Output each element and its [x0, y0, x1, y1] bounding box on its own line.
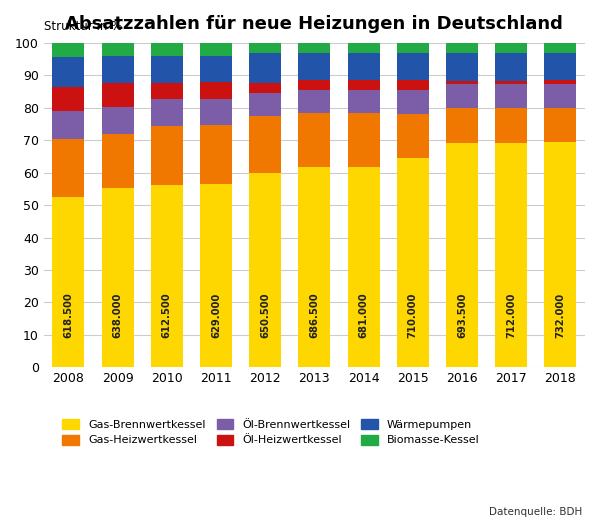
- Bar: [397, 114, 429, 158]
- Bar: [446, 53, 478, 81]
- Bar: [249, 53, 281, 83]
- Bar: [101, 134, 134, 188]
- Bar: [52, 87, 85, 111]
- Bar: [347, 90, 380, 113]
- Bar: [397, 158, 429, 367]
- Bar: [249, 116, 281, 173]
- Bar: [544, 53, 577, 80]
- Text: 686.500: 686.500: [310, 292, 319, 338]
- Bar: [347, 53, 380, 80]
- Bar: [200, 99, 232, 125]
- Bar: [544, 80, 577, 84]
- Text: 618.500: 618.500: [64, 292, 73, 338]
- Bar: [347, 43, 380, 53]
- Bar: [249, 93, 281, 116]
- Bar: [151, 99, 183, 126]
- Text: 710.000: 710.000: [408, 293, 418, 338]
- Bar: [397, 80, 429, 90]
- Bar: [495, 53, 527, 81]
- Bar: [446, 85, 478, 109]
- Text: 712.000: 712.000: [506, 293, 516, 338]
- Text: 732.000: 732.000: [556, 293, 565, 338]
- Bar: [544, 43, 577, 53]
- Bar: [397, 90, 429, 114]
- Bar: [347, 113, 380, 167]
- Bar: [347, 167, 380, 367]
- Bar: [151, 126, 183, 185]
- Bar: [52, 138, 85, 197]
- Bar: [151, 82, 183, 99]
- Bar: [495, 85, 527, 109]
- Bar: [52, 43, 85, 56]
- Text: 681.000: 681.000: [359, 292, 368, 338]
- Bar: [249, 43, 281, 53]
- Text: 612.500: 612.500: [162, 292, 172, 338]
- Bar: [544, 142, 577, 367]
- Bar: [52, 56, 85, 87]
- Bar: [298, 113, 331, 167]
- Text: 693.500: 693.500: [457, 293, 467, 338]
- Bar: [151, 185, 183, 367]
- Bar: [495, 143, 527, 367]
- Bar: [446, 81, 478, 85]
- Bar: [397, 53, 429, 80]
- Bar: [298, 167, 331, 367]
- Bar: [249, 173, 281, 367]
- Bar: [446, 143, 478, 367]
- Bar: [298, 80, 331, 90]
- Bar: [249, 83, 281, 93]
- Bar: [200, 56, 232, 82]
- Bar: [544, 84, 577, 108]
- Legend: Gas-Brennwertkessel, Gas-Heizwertkessel, Öl-Brennwertkessel, Öl-Heizwertkessel, : Gas-Brennwertkessel, Gas-Heizwertkessel,…: [58, 415, 484, 450]
- Bar: [200, 184, 232, 367]
- Text: 638.000: 638.000: [113, 293, 122, 338]
- Text: Datenquelle: BDH: Datenquelle: BDH: [489, 507, 582, 517]
- Bar: [52, 197, 85, 367]
- Bar: [298, 90, 331, 113]
- Bar: [101, 84, 134, 107]
- Bar: [298, 53, 331, 80]
- Bar: [495, 109, 527, 143]
- Text: 629.000: 629.000: [211, 293, 221, 338]
- Bar: [151, 56, 183, 82]
- Text: 650.500: 650.500: [260, 293, 270, 338]
- Bar: [101, 43, 134, 56]
- Bar: [347, 80, 380, 90]
- Bar: [200, 43, 232, 56]
- Bar: [495, 81, 527, 85]
- Bar: [446, 43, 478, 53]
- Text: Struktur in %: Struktur in %: [44, 20, 122, 33]
- Bar: [200, 125, 232, 184]
- Bar: [101, 56, 134, 84]
- Title: Absatzzahlen für neue Heizungen in Deutschland: Absatzzahlen für neue Heizungen in Deuts…: [65, 15, 563, 33]
- Bar: [446, 109, 478, 143]
- Bar: [544, 108, 577, 142]
- Bar: [200, 82, 232, 99]
- Bar: [495, 43, 527, 53]
- Bar: [52, 111, 85, 138]
- Bar: [151, 43, 183, 56]
- Bar: [298, 43, 331, 53]
- Bar: [101, 107, 134, 134]
- Bar: [101, 188, 134, 367]
- Bar: [397, 43, 429, 53]
